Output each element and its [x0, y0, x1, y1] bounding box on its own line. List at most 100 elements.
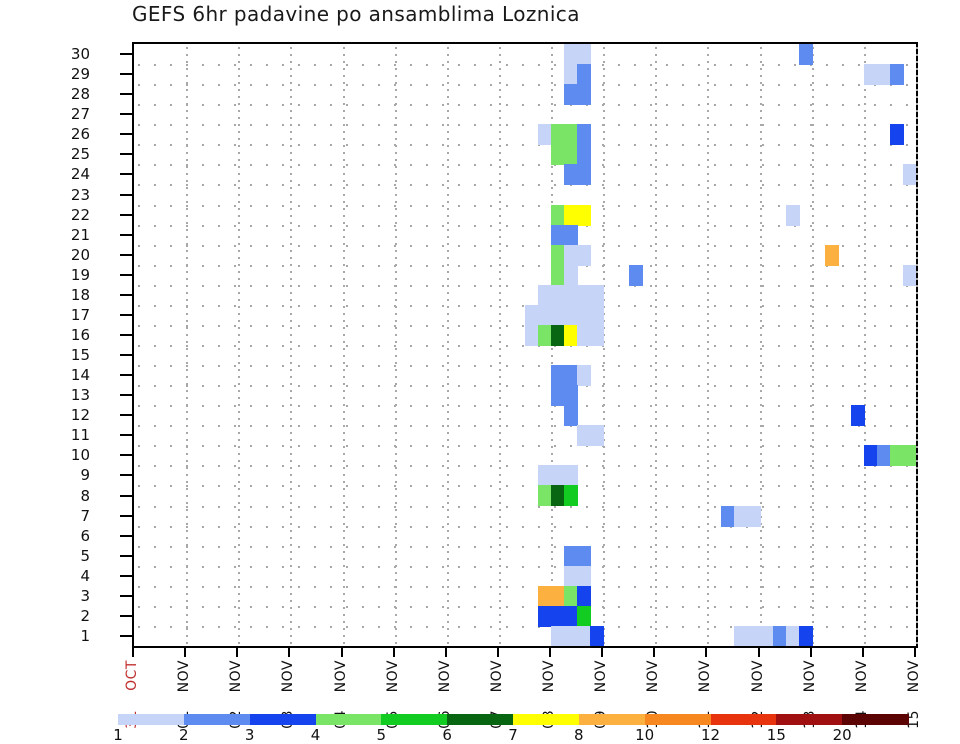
y-tick-label: 21	[70, 225, 90, 244]
y-tick-mark	[120, 434, 132, 437]
colorbar-segment	[776, 714, 844, 725]
heatmap-cell	[889, 124, 904, 146]
heatmap-cell	[876, 64, 891, 86]
colorbar-tick-label: 6	[442, 726, 452, 744]
y-tick-label: 17	[70, 305, 90, 324]
heatmap-cell	[577, 425, 592, 447]
heatmap-cell	[564, 124, 579, 146]
colorbar-tick-label: 4	[310, 726, 321, 744]
y-tick-label: 11	[70, 426, 90, 445]
y-axis: 30 29 28 27 26 25 24 23 22 21 20 19 18 17 16 15 14 13 12 11…	[0, 42, 132, 648]
y-tick-label: 9	[80, 466, 90, 485]
x-tick-month: NOV	[228, 660, 245, 693]
heatmap-cell	[564, 84, 579, 106]
heatmap-cell	[577, 625, 592, 646]
heatmap-cell	[551, 385, 566, 407]
heatmap-cell	[538, 465, 553, 487]
x-tick-mark	[184, 648, 187, 657]
y-tick-mark	[120, 574, 132, 577]
x-tick-mark	[757, 648, 760, 657]
heatmap-cell	[798, 44, 813, 65]
heatmap-cell	[577, 84, 592, 106]
y-tick-label: 28	[70, 85, 90, 104]
heatmap-cell	[577, 144, 592, 166]
chart-title: GEFS 6hr padavine po ansamblima Loznica	[132, 2, 580, 26]
heatmap-cell	[538, 485, 553, 507]
heatmap-cell	[564, 284, 579, 306]
y-tick-mark	[120, 273, 132, 276]
y-tick-label: 7	[80, 506, 90, 525]
heatmap-cell	[564, 605, 579, 627]
heatmap-cell	[564, 164, 579, 186]
y-tick-label: 14	[70, 366, 90, 385]
heatmap-cell	[577, 605, 592, 627]
heatmap-cell	[564, 204, 579, 226]
y-tick-label: 15	[70, 346, 90, 365]
y-tick-label: 12	[70, 406, 90, 425]
y-tick-label: 23	[70, 185, 90, 204]
y-tick-label: 16	[70, 325, 90, 344]
heatmap-cell	[564, 44, 579, 65]
y-tick-label: 3	[80, 586, 90, 605]
x-axis: OCT31NOV01NOV02NOV03NOV04NOV05NOV06NOV07…	[124, 648, 922, 743]
y-tick-label: 19	[70, 265, 90, 284]
colorbar-segment	[118, 714, 185, 725]
y-tick-mark	[120, 53, 132, 56]
heatmap-cell	[629, 264, 644, 286]
y-tick-label: 27	[70, 105, 90, 124]
colorbar: 1 2 3 4 5 6 7 8 10 12 15 20	[113, 714, 910, 744]
heatmap-cell	[538, 585, 553, 607]
heatmap-cell	[551, 365, 566, 387]
colorbar-tick-label: 2	[179, 726, 189, 744]
y-tick-mark	[120, 394, 132, 397]
heatmap-cell	[551, 324, 566, 346]
heatmap-cell	[772, 625, 787, 646]
y-tick-label: 13	[70, 386, 90, 405]
heatmap-cell	[824, 244, 839, 266]
heatmap-cell	[785, 625, 800, 646]
heatmap-cell	[733, 625, 748, 646]
heatmap-cell	[551, 585, 566, 607]
heatmap-cell	[863, 445, 878, 467]
x-tick-mark	[132, 648, 134, 657]
heatmap-cell	[577, 44, 592, 65]
heatmap-cell	[876, 445, 891, 467]
colorbar-gradient	[118, 714, 910, 725]
heatmap-cell	[759, 625, 774, 646]
y-tick-label: 20	[70, 245, 90, 264]
x-tick-mark	[496, 648, 499, 657]
y-tick-mark	[120, 233, 132, 236]
heatmap-cell	[538, 605, 553, 627]
heatmap-cell	[551, 465, 566, 487]
heatmap-cell	[590, 324, 605, 346]
x-tick-mark	[601, 648, 604, 657]
heatmap-cell	[564, 485, 579, 507]
x-tick-mark	[549, 648, 552, 657]
x-tick-month: NOV	[176, 660, 193, 693]
y-tick-label: 26	[70, 125, 90, 144]
y-tick-mark	[120, 614, 132, 617]
heatmap-cell	[577, 585, 592, 607]
heatmap-cell	[590, 625, 605, 646]
x-tick-mark	[861, 648, 864, 657]
colorbar-segment	[513, 714, 580, 725]
heatmap-cell	[577, 164, 592, 186]
heatmap-cell	[733, 505, 748, 527]
y-tick-mark	[120, 93, 132, 96]
x-tick-month: NOV	[853, 660, 870, 693]
y-tick-mark	[120, 113, 132, 116]
colorbar-tick-label: 8	[574, 726, 584, 744]
x-tick-month: NOV	[749, 660, 766, 693]
heatmap-cell	[577, 365, 592, 387]
y-tick-mark	[120, 454, 132, 457]
y-tick-mark	[120, 594, 132, 597]
x-tick-month: NOV	[384, 660, 401, 693]
y-tick-label: 8	[80, 486, 90, 505]
heatmap-cell	[889, 445, 904, 467]
y-tick-mark	[120, 534, 132, 537]
colorbar-segment	[315, 714, 383, 725]
heatmap-cell	[551, 204, 566, 226]
y-tick-mark	[120, 253, 132, 256]
heatmap-cell	[577, 565, 592, 587]
y-tick-label: 22	[70, 205, 90, 224]
